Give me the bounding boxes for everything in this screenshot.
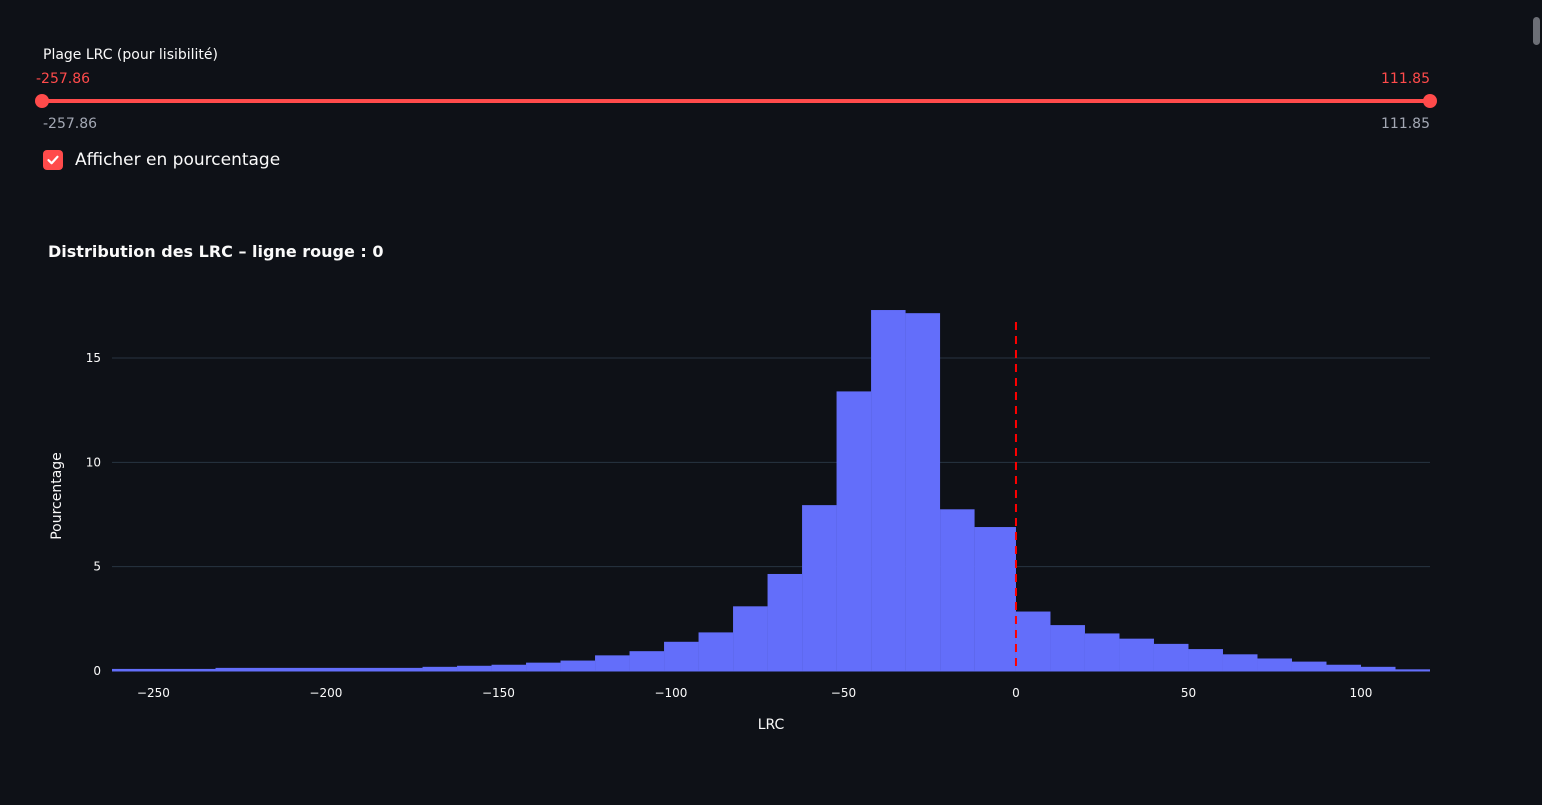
y-tick-label: 5 xyxy=(93,560,101,574)
x-axis-ticks: −250 −200 −150 −100 −50 0 50 100 xyxy=(137,686,1373,700)
x-tick-label: −200 xyxy=(309,686,342,700)
chart-title: Distribution des LRC – ligne rouge : 0 xyxy=(48,242,384,261)
x-tick-label: 0 xyxy=(1012,686,1020,700)
histogram-bar[interactable] xyxy=(698,632,734,671)
histogram-bar[interactable] xyxy=(457,665,492,671)
histogram-bars xyxy=(112,310,1430,671)
histogram-bar[interactable] xyxy=(526,662,561,671)
y-tick-label: 0 xyxy=(93,664,101,678)
y-axis-ticks: 0 5 10 15 xyxy=(86,351,101,678)
histogram-bar[interactable] xyxy=(1015,611,1051,671)
histogram-bar[interactable] xyxy=(1326,664,1361,671)
histogram-bar[interactable] xyxy=(836,391,872,671)
histogram-bar[interactable] xyxy=(629,651,665,671)
histogram-bar[interactable] xyxy=(664,641,699,671)
histogram-bar[interactable] xyxy=(1222,654,1258,671)
check-icon xyxy=(47,155,59,165)
x-axis-title: LRC xyxy=(758,717,785,733)
y-tick-label: 10 xyxy=(86,455,101,469)
slider-max-handle[interactable] xyxy=(1423,94,1437,108)
histogram-bar[interactable] xyxy=(422,666,458,671)
y-axis-title: Pourcentage xyxy=(49,452,65,540)
histogram-bar[interactable] xyxy=(733,606,768,671)
x-tick-label: 50 xyxy=(1181,686,1196,700)
slider-label: Plage LRC (pour lisibilité) xyxy=(43,47,218,63)
slider-min-handle[interactable] xyxy=(35,94,49,108)
x-tick-label: −150 xyxy=(482,686,515,700)
histogram-bar[interactable] xyxy=(1257,658,1292,671)
histogram-bar[interactable] xyxy=(802,505,837,671)
histogram-bar[interactable] xyxy=(1395,669,1430,671)
histogram-bar[interactable] xyxy=(595,655,630,671)
histogram-bar[interactable] xyxy=(1153,643,1189,671)
slider-selected-min: -257.86 xyxy=(36,71,91,87)
histogram-bar[interactable] xyxy=(560,660,596,671)
slider-bound-min: -257.86 xyxy=(43,116,98,132)
histogram-bar[interactable] xyxy=(871,310,906,671)
histogram-bar[interactable] xyxy=(1360,666,1396,671)
x-tick-label: −50 xyxy=(831,686,856,700)
percentage-checkbox[interactable]: Afficher en pourcentage xyxy=(43,150,280,170)
histogram-bar[interactable] xyxy=(215,667,423,671)
slider-bound-max: 111.85 xyxy=(1381,116,1430,132)
slider-selected-max: 111.85 xyxy=(1381,71,1430,87)
x-tick-label: 100 xyxy=(1350,686,1373,700)
page-scrollbar[interactable] xyxy=(1533,17,1540,45)
slider-track[interactable] xyxy=(42,99,1430,103)
histogram-bar[interactable] xyxy=(905,313,941,671)
histogram-bar[interactable] xyxy=(767,573,803,671)
histogram-bar[interactable] xyxy=(1119,638,1154,671)
histogram-bar[interactable] xyxy=(940,509,975,671)
histogram-bar[interactable] xyxy=(1188,649,1223,671)
y-tick-label: 15 xyxy=(86,351,101,365)
histogram-bar[interactable] xyxy=(112,668,216,671)
histogram-bar[interactable] xyxy=(1050,625,1085,671)
x-tick-label: −250 xyxy=(137,686,170,700)
histogram-bar[interactable] xyxy=(1084,633,1120,671)
histogram-bar[interactable] xyxy=(491,664,527,671)
histogram-bar[interactable] xyxy=(1291,661,1327,671)
checkbox-label: Afficher en pourcentage xyxy=(75,150,281,170)
checkbox-box[interactable] xyxy=(43,150,63,170)
histogram-bar[interactable] xyxy=(974,527,1016,671)
x-tick-label: −100 xyxy=(654,686,687,700)
